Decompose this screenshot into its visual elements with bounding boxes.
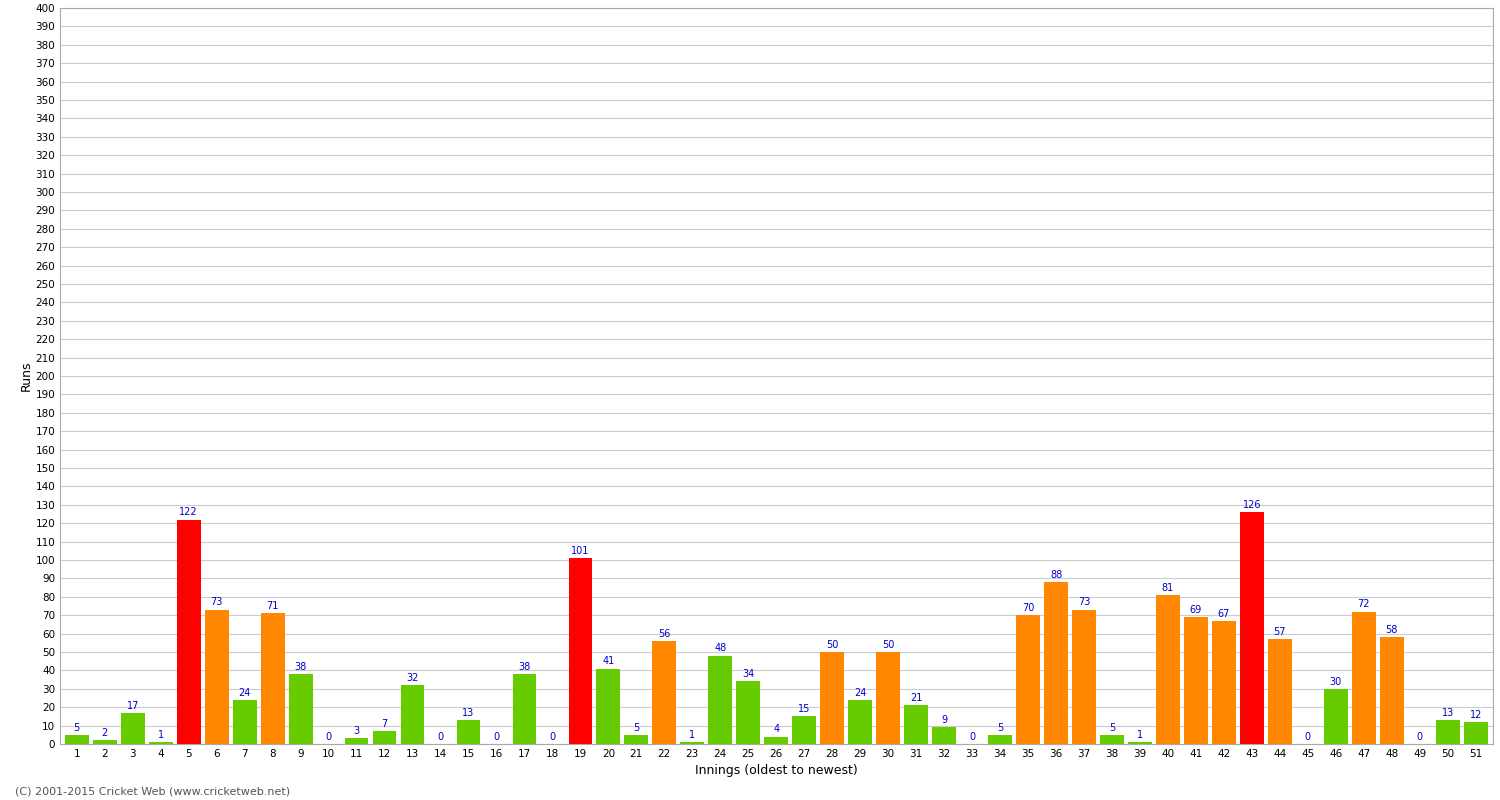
- Bar: [288, 674, 312, 744]
- Text: 12: 12: [1470, 710, 1482, 720]
- Text: 21: 21: [910, 693, 922, 703]
- Bar: [597, 669, 621, 744]
- Bar: [372, 731, 396, 744]
- Bar: [456, 720, 480, 744]
- Text: 126: 126: [1242, 500, 1262, 510]
- Text: 30: 30: [1329, 677, 1342, 686]
- Text: 7: 7: [381, 719, 387, 729]
- Text: 48: 48: [714, 643, 726, 654]
- Text: 57: 57: [1274, 627, 1286, 637]
- Bar: [1072, 610, 1096, 744]
- Text: 15: 15: [798, 704, 810, 714]
- Text: 0: 0: [326, 732, 332, 742]
- Bar: [345, 738, 369, 744]
- Text: 24: 24: [853, 688, 867, 698]
- Bar: [122, 713, 144, 744]
- Text: 58: 58: [1386, 625, 1398, 635]
- Bar: [1352, 611, 1376, 744]
- Text: (C) 2001-2015 Cricket Web (www.cricketweb.net): (C) 2001-2015 Cricket Web (www.cricketwe…: [15, 786, 290, 796]
- Text: 5: 5: [74, 722, 80, 733]
- Text: 73: 73: [210, 598, 224, 607]
- Bar: [1044, 582, 1068, 744]
- Text: 5: 5: [1108, 722, 1114, 733]
- Bar: [177, 519, 201, 744]
- Text: 50: 50: [882, 640, 894, 650]
- Bar: [1100, 734, 1124, 744]
- Text: 9: 9: [940, 715, 946, 726]
- Text: 70: 70: [1022, 603, 1034, 613]
- Text: 38: 38: [519, 662, 531, 672]
- Text: 13: 13: [1442, 708, 1454, 718]
- Bar: [1128, 742, 1152, 744]
- Bar: [568, 558, 592, 744]
- Bar: [1268, 639, 1292, 744]
- Bar: [765, 737, 788, 744]
- Text: 0: 0: [438, 732, 444, 742]
- Text: 24: 24: [238, 688, 250, 698]
- Text: 34: 34: [742, 670, 754, 679]
- Bar: [681, 742, 703, 744]
- Bar: [1184, 617, 1208, 744]
- Bar: [1380, 638, 1404, 744]
- Text: 2: 2: [102, 728, 108, 738]
- Text: 1: 1: [158, 730, 164, 740]
- Bar: [1324, 689, 1347, 744]
- Bar: [736, 682, 760, 744]
- Bar: [708, 656, 732, 744]
- Bar: [624, 734, 648, 744]
- Text: 56: 56: [658, 629, 670, 638]
- Bar: [1464, 722, 1488, 744]
- Text: 0: 0: [549, 732, 555, 742]
- Bar: [261, 614, 285, 744]
- Text: 0: 0: [1416, 732, 1424, 742]
- Text: 72: 72: [1358, 599, 1370, 610]
- Bar: [206, 610, 228, 744]
- Bar: [1016, 615, 1040, 744]
- Bar: [904, 706, 928, 744]
- Text: 67: 67: [1218, 609, 1230, 618]
- Bar: [64, 734, 88, 744]
- Text: 17: 17: [126, 701, 140, 710]
- Bar: [1240, 512, 1264, 744]
- Text: 32: 32: [406, 673, 418, 683]
- Text: 0: 0: [494, 732, 500, 742]
- Bar: [876, 652, 900, 744]
- Text: 41: 41: [603, 656, 615, 666]
- Text: 81: 81: [1162, 582, 1174, 593]
- Bar: [932, 727, 956, 744]
- Bar: [400, 685, 424, 744]
- Text: 38: 38: [294, 662, 306, 672]
- Text: 0: 0: [969, 732, 975, 742]
- Text: 1: 1: [1137, 730, 1143, 740]
- Text: 50: 50: [827, 640, 839, 650]
- Bar: [93, 740, 117, 744]
- Bar: [1156, 595, 1180, 744]
- Text: 71: 71: [267, 601, 279, 611]
- Bar: [148, 742, 172, 744]
- Bar: [849, 700, 871, 744]
- Text: 88: 88: [1050, 570, 1062, 580]
- Text: 73: 73: [1078, 598, 1090, 607]
- Text: 69: 69: [1190, 605, 1202, 615]
- Text: 5: 5: [633, 722, 639, 733]
- Bar: [513, 674, 537, 744]
- Text: 3: 3: [354, 726, 360, 736]
- Bar: [232, 700, 256, 744]
- Bar: [1212, 621, 1236, 744]
- Bar: [988, 734, 1012, 744]
- Text: 0: 0: [1305, 732, 1311, 742]
- Text: 101: 101: [572, 546, 590, 556]
- Bar: [792, 717, 816, 744]
- Text: 122: 122: [180, 507, 198, 518]
- Text: 1: 1: [690, 730, 696, 740]
- Text: 5: 5: [998, 722, 1004, 733]
- X-axis label: Innings (oldest to newest): Innings (oldest to newest): [694, 765, 858, 778]
- Y-axis label: Runs: Runs: [20, 361, 33, 391]
- Bar: [821, 652, 844, 744]
- Text: 4: 4: [772, 725, 780, 734]
- Bar: [652, 641, 676, 744]
- Bar: [1436, 720, 1460, 744]
- Text: 13: 13: [462, 708, 474, 718]
